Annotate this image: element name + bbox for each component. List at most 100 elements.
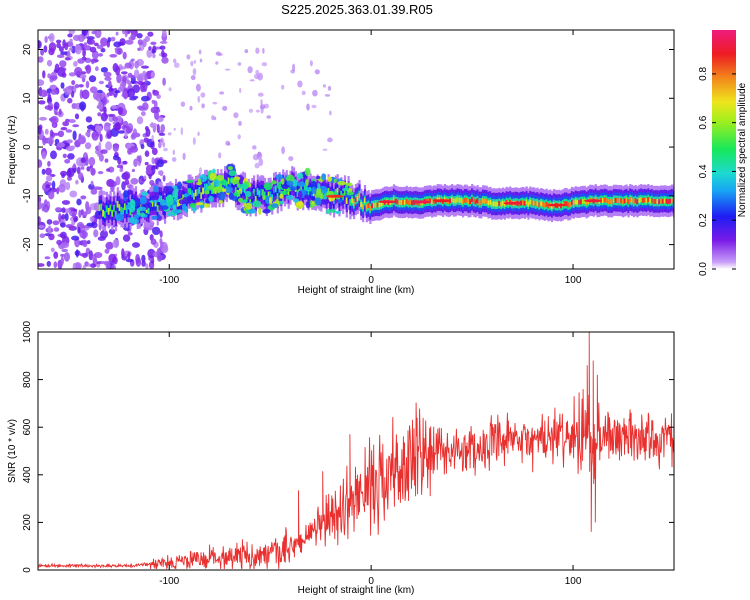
spectrogram-cell	[143, 137, 150, 143]
spectrogram-cell	[79, 101, 87, 111]
spectrogram-xtick-label: 0	[368, 275, 374, 286]
spectrogram-cell	[182, 203, 187, 212]
spectrogram-cell	[122, 234, 131, 242]
spectrogram-cell	[218, 199, 223, 204]
spectrogram-cell	[324, 94, 331, 97]
spectrogram-cell	[39, 116, 47, 121]
spectrogram-cell	[190, 60, 194, 67]
spectrogram-ytick-label: -10	[22, 188, 33, 203]
spectrogram-cell	[154, 110, 159, 120]
spectrogram-cell	[234, 187, 238, 194]
spectrogram-cell	[660, 198, 663, 204]
spectrogram-cell	[536, 200, 539, 206]
spectrogram-cell	[227, 166, 233, 171]
spectrogram-cell	[256, 188, 259, 195]
spectrogram-cell	[38, 159, 43, 168]
spectrogram-cell	[584, 199, 603, 203]
spectrogram-cell	[58, 46, 64, 52]
spectrogram-cell	[213, 186, 216, 194]
spectrogram-cell	[126, 79, 131, 85]
spectrogram-cell	[309, 187, 312, 194]
colorbar-gradient	[712, 30, 736, 269]
spectrogram-cell	[67, 167, 75, 178]
spectrogram-cell	[647, 197, 650, 203]
colorbar-label: Normalized spectral amplitude	[737, 82, 748, 217]
spectrogram-cell	[77, 34, 85, 43]
spectrogram-cell	[151, 215, 158, 220]
spectrogram-cell	[322, 148, 328, 151]
snr-ytick-label: 400	[22, 466, 33, 483]
spectrogram-cell	[480, 200, 483, 206]
spectrogram-cell	[61, 207, 66, 214]
spectrogram-cell	[636, 199, 639, 205]
spectrogram-cell	[305, 201, 311, 209]
spectrogram-cell	[80, 227, 90, 231]
spectrogram-cell	[305, 179, 309, 186]
spectrogram-cell	[112, 144, 119, 152]
spectrogram-cell	[100, 48, 106, 53]
spectrogram-ytick-label: 20	[22, 44, 33, 56]
spectrogram-cell	[656, 198, 659, 204]
spectrogram-cell	[409, 199, 412, 205]
spectrogram-cell	[60, 231, 67, 239]
spectrogram-cell	[398, 200, 401, 205]
spectrogram-cell	[254, 73, 260, 80]
spectrogram-cell	[64, 42, 69, 51]
spectrogram-cell	[110, 36, 116, 42]
spectrogram-cell	[72, 262, 76, 269]
spectrogram-cell	[263, 182, 273, 191]
spectrogram-cell	[194, 189, 198, 197]
spectrogram-cell	[191, 190, 194, 198]
spectrogram-cell	[109, 54, 118, 58]
spectrogram-cell	[85, 131, 90, 137]
spectrogram-cell	[38, 56, 44, 63]
spectrogram-cell	[58, 213, 62, 222]
spectrogram-cell	[297, 181, 306, 187]
spectrogram-cell	[645, 198, 648, 204]
spectrogram-cell	[119, 168, 124, 173]
spectrogram-cell	[345, 182, 353, 187]
spectrogram-cell	[534, 201, 537, 207]
spectrogram-cell	[114, 210, 118, 218]
spectrogram-cell	[106, 92, 114, 97]
spectrogram-cell	[82, 211, 88, 217]
spectrogram-cell	[213, 179, 220, 188]
spectrogram-cell	[362, 204, 365, 210]
spectrogram-cell	[102, 209, 105, 217]
spectrogram-cell	[258, 158, 264, 166]
spectrogram-cell	[137, 81, 145, 86]
spectrogram-cell	[97, 89, 103, 94]
spectrogram-cell	[124, 203, 127, 211]
spectrogram-cell	[405, 199, 408, 204]
spectrogram-cell	[115, 65, 121, 76]
spectrogram-cell	[75, 249, 79, 258]
spectrogram-cell	[578, 199, 581, 205]
spectrogram-cell	[53, 251, 59, 259]
spectrogram-cell	[247, 208, 257, 214]
spectrogram-cell	[80, 157, 86, 164]
spectrogram-cell	[333, 178, 337, 183]
spectrogram-cell	[254, 162, 260, 169]
spectrogram-ytick-label: -20	[22, 237, 33, 252]
spectrogram-cell	[253, 189, 256, 196]
spectrogram-cell	[216, 174, 225, 182]
spectrogram-cell	[262, 47, 265, 54]
figure-title: S225.2025.363.01.39.R05	[281, 2, 433, 17]
spectrogram-cell	[143, 175, 147, 180]
spectrogram-cell	[70, 145, 76, 150]
spectrogram-cell	[241, 199, 248, 204]
spectrogram-cell	[52, 220, 60, 226]
spectrogram-cell	[601, 198, 605, 203]
spectrogram-cell	[195, 83, 201, 92]
spectrogram-cell	[48, 33, 55, 43]
spectrogram-cell	[322, 84, 326, 88]
spectrogram-cell	[297, 190, 303, 200]
spectrogram-cell	[137, 39, 143, 46]
spectrogram-cell	[160, 205, 169, 210]
spectrogram-cell	[116, 164, 124, 169]
spectrogram-cell	[109, 204, 112, 212]
spectrogram-cell	[100, 112, 108, 122]
spectrogram-cell	[451, 197, 454, 203]
spectrogram-cell	[581, 199, 585, 204]
spectrogram-cell	[78, 209, 82, 218]
